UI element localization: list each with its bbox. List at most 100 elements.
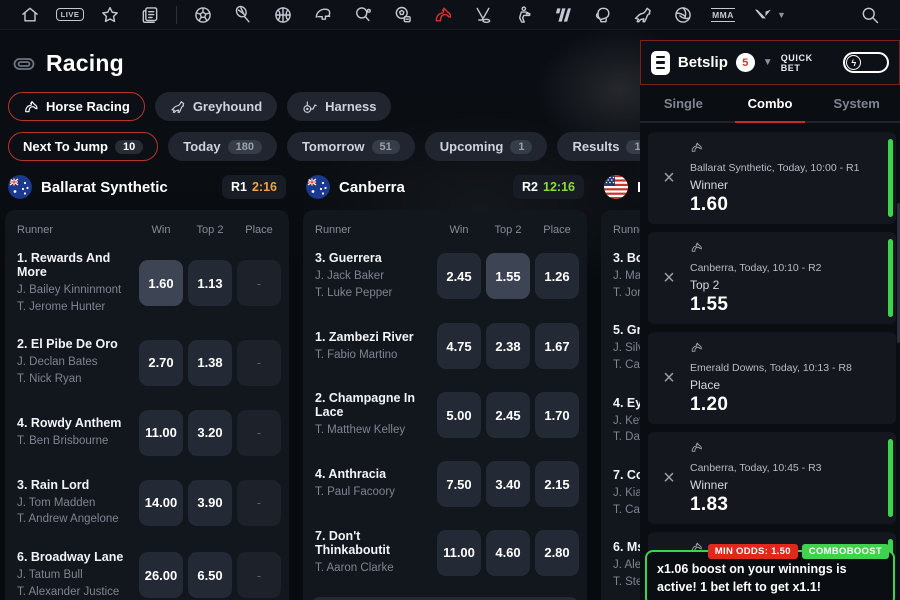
filter-tab-today[interactable]: Today 180 [168, 132, 277, 161]
odds-button-win[interactable]: 11.00 [437, 529, 481, 576]
odds-button-place[interactable]: 1.67 [535, 323, 579, 370]
top-navigation: LIVE MMA ▼ [0, 0, 900, 30]
odds-button-win[interactable]: 4.75 [437, 323, 481, 370]
runner-name: 5. Gre [613, 323, 649, 338]
horse-racing-icon [433, 5, 453, 25]
close-icon[interactable]: × [663, 266, 675, 289]
race-type-tabs: Horse Racing Greyhound Harness [8, 92, 392, 121]
runner-row: 1. Rewards And More J. Bailey Kinninmont T… [5, 240, 289, 326]
odds-button-top2[interactable]: 3.40 [486, 461, 530, 508]
odds-button-top2[interactable]: 2.45 [486, 392, 530, 439]
horse-icon [690, 241, 882, 259]
column-header: Win [151, 224, 171, 236]
nav-item-ice-hockey[interactable] [463, 0, 503, 30]
race-header[interactable]: Ballarat Synthetic R1 2:16 [8, 173, 286, 201]
nav-item-greyhound[interactable] [623, 0, 663, 30]
filter-label: Today [183, 139, 221, 154]
odds-button-win[interactable]: 2.45 [437, 253, 481, 300]
odds-button-top2[interactable]: 6.50 [188, 552, 232, 599]
race-header[interactable]: Canberra R2 12:16 [306, 173, 584, 201]
close-icon[interactable]: × [663, 366, 675, 389]
filter-tab-tomorrow[interactable]: Tomorrow 51 [286, 132, 415, 161]
nav-item-volleyball[interactable] [663, 0, 703, 30]
boxing-icon [593, 5, 613, 25]
odds-button-place: - [237, 339, 281, 386]
odds-button-win[interactable]: 26.00 [139, 552, 183, 599]
odds-button-top2[interactable]: 1.13 [188, 260, 232, 307]
scrollbar-thumb[interactable] [897, 203, 900, 343]
odds-button-place[interactable]: 2.80 [535, 529, 579, 576]
home-icon [20, 5, 40, 25]
filter-count-badge: 10 [115, 139, 144, 154]
race-type-label: Horse Racing [46, 99, 130, 114]
odds-button-top2[interactable]: 4.60 [486, 529, 530, 576]
table-header: Runner Win Top 2 Place [5, 218, 289, 240]
nav-item-search[interactable] [850, 0, 890, 30]
runner-name: 1. Zambezi River [315, 329, 414, 344]
runner-name: 6. Ms [613, 540, 645, 555]
quick-bet-label: QUICK BET [780, 52, 813, 73]
nav-item-tennis[interactable] [223, 0, 263, 30]
go-to-all-runners-button[interactable]: GO TO ALL RUNNERS [311, 596, 579, 600]
horse-icon [23, 99, 39, 115]
betslip-tab-combo[interactable]: Combo [727, 85, 814, 123]
nav-item-news[interactable] [130, 0, 170, 30]
runner-detail: J. Kev [613, 414, 645, 427]
odds-button-win[interactable]: 7.50 [437, 461, 481, 508]
odds-button-place[interactable]: 2.15 [535, 461, 579, 508]
betslip-tab-single[interactable]: Single [663, 95, 703, 111]
nav-item-live[interactable]: LIVE [50, 0, 90, 30]
column-header: Runner [17, 224, 54, 236]
table-tennis-icon [353, 5, 373, 25]
nav-item-esoccer[interactable] [383, 0, 423, 30]
filter-tab-next-to-jump[interactable]: Next To Jump 10 [8, 132, 159, 161]
odds-button-win[interactable]: 1.60 [139, 260, 183, 307]
runner-row: 2. El Pibe De Oro J. Declan Bates T. Nick … [5, 326, 289, 398]
runner-row: 2. Champagne In Lace T. Matthew Kelley 5.… [303, 380, 587, 450]
filter-label: Tomorrow [301, 139, 365, 154]
odds-button-win[interactable]: 14.00 [139, 479, 183, 526]
page-header: Racing [12, 50, 124, 77]
odds-button-top2[interactable]: 3.20 [188, 409, 232, 456]
race-type-tab-greyhound[interactable]: Greyhound [154, 92, 278, 121]
quick-bet-toggle[interactable]: ϟ [843, 52, 889, 73]
betslip-header[interactable]: Betslip 5 ▼ QUICK BET ϟ [640, 40, 900, 85]
odds-button-place[interactable]: 1.70 [535, 392, 579, 439]
odds-button-top2[interactable]: 3.90 [188, 479, 232, 526]
odds-button-top2[interactable]: 2.38 [486, 323, 530, 370]
nav-item-counter-strike[interactable] [503, 0, 543, 30]
nav-item-basketball[interactable] [263, 0, 303, 30]
odds-button-win[interactable]: 11.00 [139, 409, 183, 456]
filter-tab-upcoming[interactable]: Upcoming 1 [424, 132, 548, 161]
flag-icon-au [8, 175, 32, 199]
odds-button-top2[interactable]: 1.38 [188, 339, 232, 386]
harness-icon [302, 99, 318, 115]
odds-button-win[interactable]: 5.00 [437, 392, 481, 439]
runner-name: 7. Don't Thinkaboutit [315, 529, 390, 558]
column-header: Place [245, 224, 273, 236]
odds-button-win[interactable]: 2.70 [139, 339, 183, 386]
race-type-tab-horse-racing[interactable]: Horse Racing [8, 92, 145, 121]
bet-details: Ballarat Synthetic, Today, 10:00 - R1 Wi… [690, 132, 896, 224]
nav-item-mma[interactable]: MMA [703, 0, 743, 30]
bet-market: Winner [690, 178, 729, 192]
betslip-tab-system[interactable]: System [833, 95, 880, 111]
nav-item-brand-stripes[interactable] [543, 0, 583, 30]
nav-item-boxing[interactable] [583, 0, 623, 30]
search-icon [860, 5, 880, 25]
nav-item-favorites-star[interactable] [90, 0, 130, 30]
nav-item-horse-racing[interactable] [423, 0, 463, 30]
race-type-tab-harness[interactable]: Harness [287, 92, 392, 121]
nav-item-table-tennis[interactable] [343, 0, 383, 30]
nav-item-home[interactable] [10, 0, 50, 30]
runner-detail: J. Tatum Bull [17, 569, 83, 582]
nav-item-american-football[interactable] [303, 0, 343, 30]
chevron-down-icon[interactable]: ▼ [762, 57, 773, 68]
bet-details: Emerald Downs, Today, 10:13 - R8 Place 1… [690, 332, 896, 424]
close-icon[interactable]: × [663, 166, 675, 189]
nav-item-valorant[interactable] [743, 0, 783, 30]
close-icon[interactable]: × [663, 466, 675, 489]
odds-button-place[interactable]: 1.26 [535, 253, 579, 300]
odds-button-top2[interactable]: 1.55 [486, 253, 530, 300]
nav-item-soccer[interactable] [183, 0, 223, 30]
